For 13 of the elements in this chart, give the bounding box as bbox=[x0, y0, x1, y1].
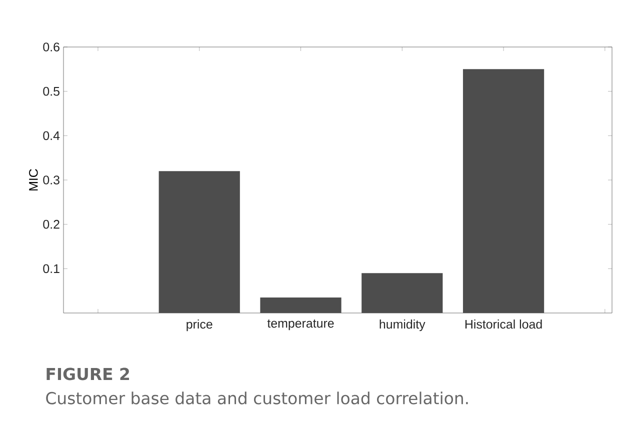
y-tick-label: 0.1 bbox=[43, 264, 60, 274]
y-tick-label: 0.4 bbox=[43, 131, 60, 140]
y-axis-title: MIC bbox=[29, 169, 38, 190]
x-tick-label: Historical load bbox=[465, 320, 542, 329]
y-tick-label: 0.5 bbox=[43, 86, 60, 96]
y-tick-label: 0.6 bbox=[43, 42, 60, 52]
x-tick-label: humidity bbox=[380, 320, 426, 332]
x-tick-label: temperature bbox=[267, 320, 334, 330]
y-tick-label: 0.3 bbox=[43, 176, 60, 184]
y-tick-label: 0.2 bbox=[43, 220, 60, 229]
caption: FIGURE 2 bbox=[46, 368, 130, 380]
x-tick-label: price bbox=[186, 320, 212, 332]
text: Customer base data and customer load correlation. bbox=[46, 392, 468, 404]
